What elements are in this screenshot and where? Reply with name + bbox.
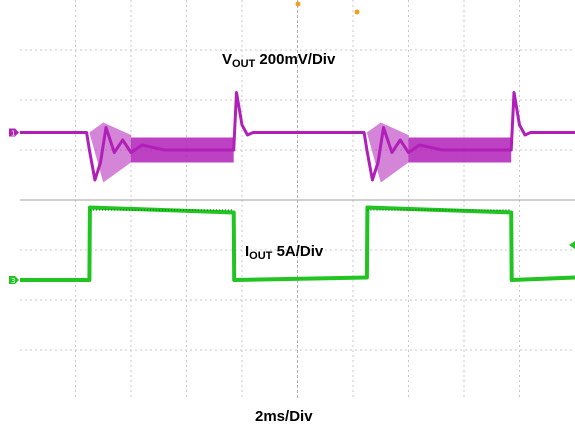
- iout-label-main: I: [245, 243, 250, 260]
- iout-channel-marker: [9, 276, 19, 284]
- trigger-level-marker: [354, 9, 360, 15]
- waveforms: 13: [9, 91, 575, 285]
- iout-trace: [20, 205, 575, 282]
- vout-trace: [20, 91, 575, 182]
- vout-channel-marker-text: 1: [11, 130, 15, 138]
- trigger-position-marker: [295, 1, 301, 7]
- iout-label: IOUT 5A/Div: [245, 243, 324, 262]
- graticule: [20, 0, 575, 400]
- iout-scale: 5A/Div: [276, 243, 324, 260]
- trigger-level-arrow: [569, 241, 575, 249]
- vout-label-main: V: [222, 51, 233, 68]
- vout-label-sub: OUT: [232, 58, 256, 70]
- vout-scale: 200mV/Div: [259, 51, 336, 68]
- x-axis-label: 2ms/Div: [255, 408, 313, 425]
- vout-channel-marker: [9, 128, 19, 137]
- iout-channel-marker-text: 3: [11, 277, 15, 285]
- vout-label: VOUT 200mV/Div: [222, 51, 336, 70]
- channel-markers: [295, 1, 360, 15]
- iout-label-sub: OUT: [249, 250, 273, 262]
